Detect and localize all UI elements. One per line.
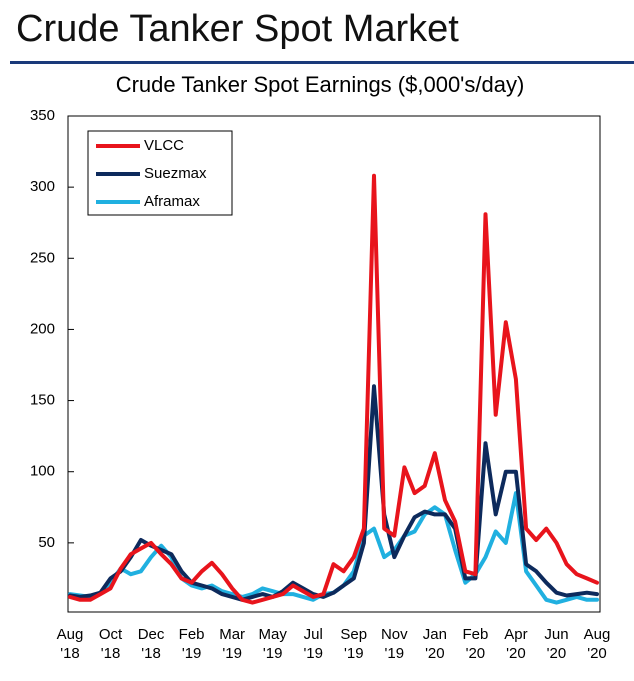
- page-title: Crude Tanker Spot Market: [16, 8, 459, 50]
- x-tick-label: Nov '19: [380, 626, 408, 662]
- x-tick-label: Feb '19: [178, 626, 205, 662]
- title-rule: [10, 61, 634, 64]
- y-tick-label: 250: [30, 249, 55, 266]
- series-line: [68, 173, 599, 605]
- legend-label: Suezmax: [144, 165, 207, 182]
- y-tick-label: 100: [30, 463, 55, 480]
- y-tick-label: 150: [30, 392, 55, 409]
- y-tick-label: 200: [30, 320, 55, 337]
- y-tick-label: 300: [30, 178, 55, 195]
- x-tick-label: May '19: [258, 626, 287, 662]
- x-tick-label: Apr '20: [504, 626, 528, 662]
- x-tick-label: Aug '18: [56, 626, 84, 662]
- x-tick-label: Jan '20: [422, 626, 447, 662]
- y-tick-label: 350: [30, 107, 55, 124]
- chart-title: Crude Tanker Spot Earnings ($,000's/day): [116, 72, 525, 97]
- legend-label: VLCC: [144, 137, 184, 154]
- x-tick-label: Feb '20: [462, 626, 489, 662]
- y-tick-label: 50: [38, 534, 55, 551]
- x-tick-label: Oct '18: [98, 626, 123, 662]
- x-tick-label: Mar '19: [219, 626, 246, 662]
- x-tick-label: Aug '20: [583, 626, 611, 662]
- x-tick-label: Sep '19: [340, 626, 368, 662]
- x-tick-label: Dec '18: [137, 626, 165, 662]
- plot-frame: [67, 115, 601, 613]
- x-tick-label: Jun '20: [544, 626, 569, 662]
- series-line: [68, 491, 599, 605]
- x-tick-label: Jul '19: [303, 626, 323, 662]
- legend-label: Aframax: [144, 193, 200, 210]
